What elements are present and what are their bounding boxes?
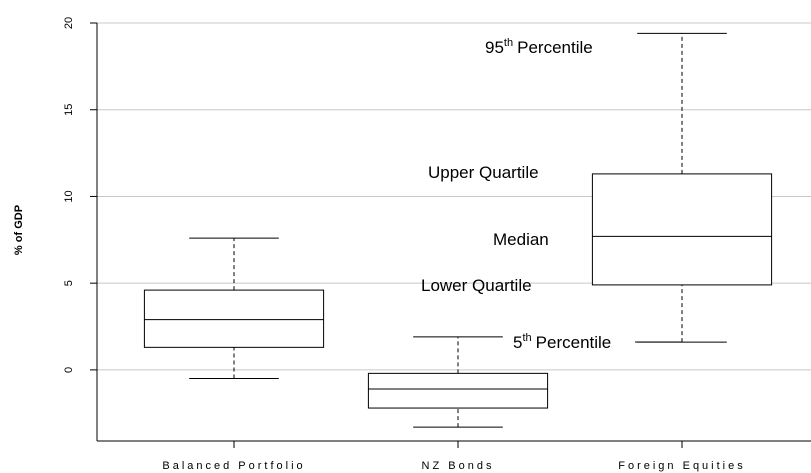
x-tick-label: Balanced Portfolio <box>162 460 305 472</box>
box <box>143 289 325 348</box>
annotation: Upper Quartile <box>428 163 539 182</box>
y-tick-label: 0 <box>63 367 75 373</box>
y-axis-label: % of GDP <box>13 205 25 255</box>
box <box>591 173 773 286</box>
box <box>367 372 549 409</box>
annotation: 5th Percentile <box>513 332 611 352</box>
annotation-suffix: th <box>522 332 531 344</box>
x-tick-label: Foreign Equities <box>618 460 746 472</box>
annotation-number: 95 <box>485 38 504 57</box>
y-tick-label: 10 <box>63 190 75 202</box>
annotation: 95th Percentile <box>485 37 593 57</box>
y-tick-label: 5 <box>63 280 75 286</box>
annotation-text: Percentile <box>517 38 593 57</box>
annotation: Lower Quartile <box>421 276 532 295</box>
y-tick-label: 20 <box>63 17 75 29</box>
annotation-suffix: th <box>504 37 513 49</box>
annotation: Median <box>493 230 549 249</box>
x-tick-label: NZ Bonds <box>422 460 495 472</box>
annotation-text: Percentile <box>536 333 612 352</box>
annotation-number: 5 <box>513 333 522 352</box>
y-tick-label: 15 <box>63 104 75 116</box>
